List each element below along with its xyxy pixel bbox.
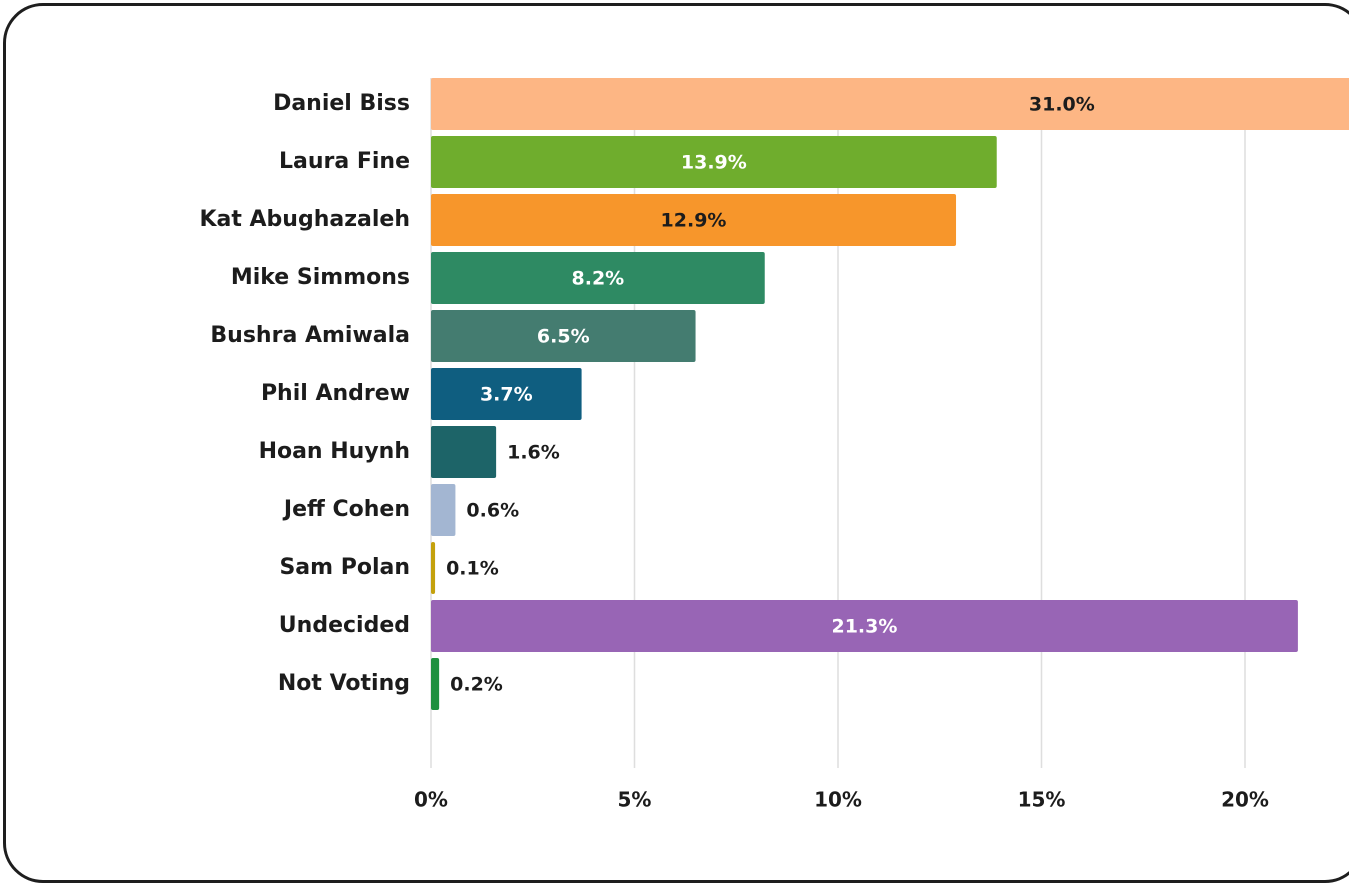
- bar-daniel-biss: [431, 78, 1349, 130]
- category-label: Phil Andrew: [261, 381, 410, 406]
- x-axis-tick-labels: 0%5%10%15%20%25%30%35%: [414, 788, 1349, 812]
- category-label: Laura Fine: [279, 149, 410, 174]
- value-label: 3.7%: [480, 384, 533, 406]
- x-tick-label: 20%: [1221, 788, 1269, 812]
- bar-jeff-cohen: [431, 484, 455, 536]
- category-label: Mike Simmons: [231, 265, 410, 290]
- value-label: 12.9%: [661, 210, 727, 232]
- category-label: Jeff Cohen: [282, 497, 410, 522]
- bar-not-voting: [431, 658, 439, 710]
- category-label: Sam Polan: [279, 555, 410, 580]
- value-label: 0.2%: [450, 674, 503, 696]
- x-tick-label: 0%: [414, 788, 448, 812]
- value-label: 21.3%: [831, 616, 897, 638]
- category-labels: Daniel Biss Laura Fine Kat Abughazaleh Mike…: [199, 91, 410, 696]
- category-label: Not Voting: [278, 671, 410, 696]
- x-tick-label: 15%: [1018, 788, 1066, 812]
- value-label: 13.9%: [681, 152, 747, 174]
- value-label: 31.0%: [1029, 94, 1095, 116]
- value-label: 8.2%: [572, 268, 625, 290]
- bar-sam-polan: [431, 542, 435, 594]
- x-tick-label: 5%: [618, 788, 652, 812]
- category-label: Bushra Amiwala: [210, 323, 410, 348]
- value-label: 6.5%: [537, 326, 590, 348]
- value-label: 0.1%: [446, 558, 499, 580]
- category-label: Kat Abughazaleh: [199, 207, 410, 232]
- category-label: Daniel Biss: [273, 91, 410, 116]
- category-label: Hoan Huynh: [259, 439, 410, 464]
- x-tick-label: 10%: [814, 788, 862, 812]
- value-label: 0.6%: [466, 500, 519, 522]
- bar-hoan-huynh: [431, 426, 496, 478]
- category-label: Undecided: [279, 613, 410, 638]
- value-label: 1.6%: [507, 442, 560, 464]
